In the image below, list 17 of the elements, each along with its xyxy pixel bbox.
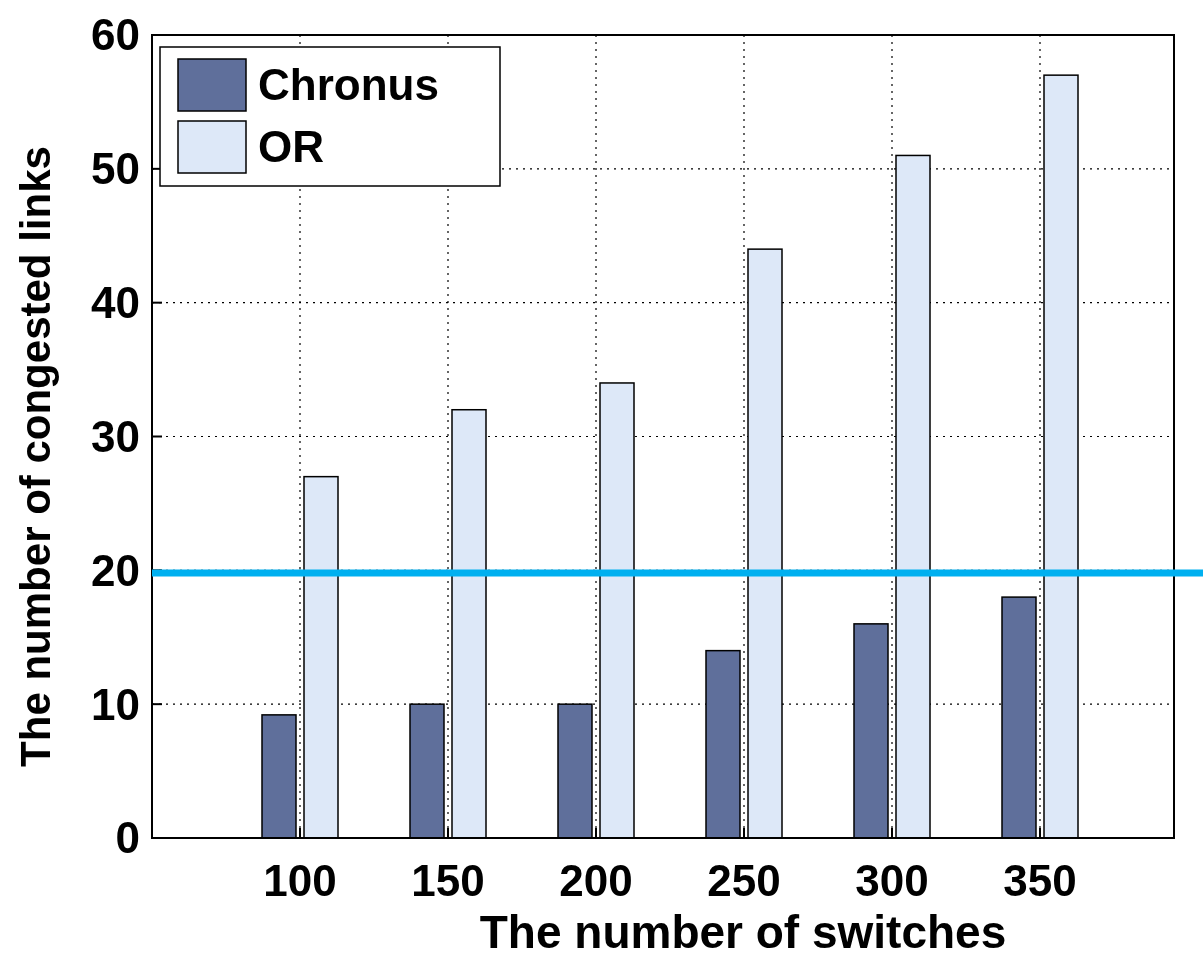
x-tick-label: 300 <box>855 856 929 905</box>
y-tick-label: 50 <box>91 144 140 194</box>
x-axis-title: The number of switches <box>479 906 1007 958</box>
x-tick-label: 200 <box>559 856 633 905</box>
x-tick-label: 100 <box>263 856 337 905</box>
y-tick-label: 40 <box>91 278 140 328</box>
x-tick-label: 250 <box>707 856 781 905</box>
legend-label: OR <box>258 122 324 172</box>
y-tick-label: 60 <box>91 10 140 60</box>
x-tick-label: 350 <box>1003 856 1077 905</box>
y-tick-label: 0 <box>115 813 140 863</box>
legend-label: Chronus <box>258 60 439 110</box>
y-tick-label: 30 <box>91 411 140 461</box>
y-axis-title: The number of congested links <box>12 146 59 767</box>
y-tick-label: 20 <box>91 545 140 595</box>
x-tick-label: 150 <box>411 856 485 905</box>
y-tick-label: 10 <box>91 679 140 729</box>
